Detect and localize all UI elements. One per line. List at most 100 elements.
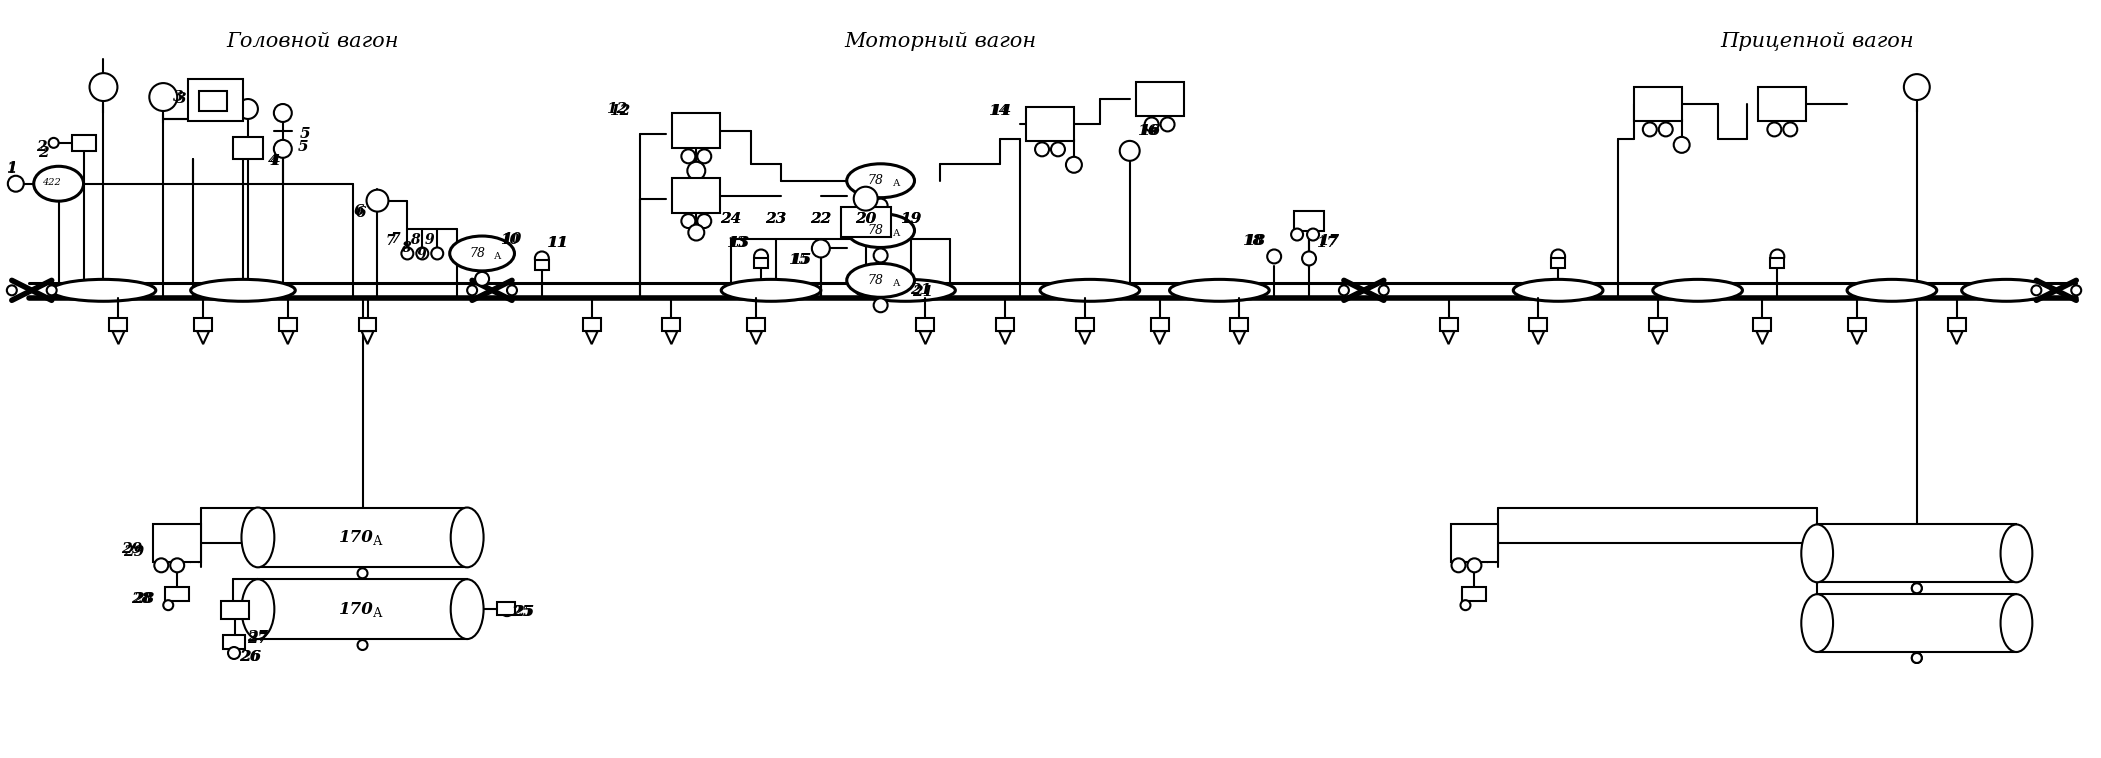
Ellipse shape <box>855 280 956 301</box>
Bar <box>1151 318 1168 331</box>
Circle shape <box>229 647 240 659</box>
Text: 9: 9 <box>424 233 435 246</box>
Circle shape <box>6 285 17 296</box>
Text: 21: 21 <box>910 283 931 297</box>
Circle shape <box>164 600 172 610</box>
Circle shape <box>475 272 490 286</box>
Ellipse shape <box>191 280 296 301</box>
Text: 26: 26 <box>240 650 261 664</box>
Circle shape <box>687 161 706 180</box>
Bar <box>223 635 246 649</box>
Text: 9: 9 <box>416 249 427 262</box>
Ellipse shape <box>1513 280 1603 301</box>
Circle shape <box>698 214 712 228</box>
Circle shape <box>1912 583 1922 594</box>
Circle shape <box>1643 123 1658 136</box>
Polygon shape <box>282 331 294 344</box>
Text: А: А <box>893 179 899 188</box>
Bar <box>1231 318 1248 331</box>
Text: 25: 25 <box>511 605 532 619</box>
Polygon shape <box>1233 331 1246 344</box>
Circle shape <box>1912 583 1922 594</box>
Circle shape <box>416 247 429 259</box>
Text: 3: 3 <box>176 92 187 106</box>
Circle shape <box>366 190 389 211</box>
Bar <box>672 114 721 149</box>
Text: 7: 7 <box>387 233 395 248</box>
Circle shape <box>698 149 712 163</box>
Text: 15: 15 <box>788 253 809 268</box>
Text: 20: 20 <box>855 211 876 226</box>
Text: 14: 14 <box>987 104 1008 118</box>
Text: 6: 6 <box>355 205 366 220</box>
Circle shape <box>1460 600 1471 610</box>
Text: 13: 13 <box>727 236 748 250</box>
Bar <box>748 318 765 331</box>
Text: 5: 5 <box>298 140 309 154</box>
Text: 10: 10 <box>502 231 521 246</box>
Bar <box>996 318 1015 331</box>
Text: 78: 78 <box>868 174 885 187</box>
Bar <box>662 318 681 331</box>
Text: Головной вагон: Головной вагон <box>227 32 399 51</box>
Circle shape <box>431 247 443 259</box>
Polygon shape <box>1000 331 1011 344</box>
Text: 78: 78 <box>469 247 485 260</box>
Text: 11: 11 <box>546 236 569 250</box>
Circle shape <box>754 249 769 264</box>
Bar <box>1076 318 1095 331</box>
Polygon shape <box>1443 331 1454 344</box>
Circle shape <box>1307 229 1319 240</box>
Circle shape <box>1912 653 1922 663</box>
Text: 2: 2 <box>38 146 48 160</box>
Bar <box>1462 587 1485 601</box>
Ellipse shape <box>50 280 155 301</box>
Polygon shape <box>750 331 763 344</box>
Circle shape <box>506 285 517 296</box>
Bar <box>1849 318 1866 331</box>
Ellipse shape <box>847 214 914 247</box>
Circle shape <box>853 186 878 211</box>
Bar <box>1025 107 1074 142</box>
Polygon shape <box>1153 331 1166 344</box>
Ellipse shape <box>452 579 483 639</box>
Circle shape <box>2032 285 2042 296</box>
Circle shape <box>1338 285 1349 296</box>
Circle shape <box>1303 252 1315 265</box>
Bar <box>1530 318 1546 331</box>
Ellipse shape <box>1962 280 2051 301</box>
Polygon shape <box>1080 331 1090 344</box>
Text: 29: 29 <box>120 543 143 556</box>
Circle shape <box>466 285 477 296</box>
Circle shape <box>237 99 258 119</box>
Bar <box>536 261 548 271</box>
Text: 12: 12 <box>605 102 628 116</box>
Circle shape <box>1452 559 1466 572</box>
Circle shape <box>170 559 185 572</box>
Circle shape <box>1771 249 1784 264</box>
Bar <box>1439 318 1458 331</box>
Ellipse shape <box>1847 280 1937 301</box>
Ellipse shape <box>450 236 515 271</box>
Bar <box>258 579 466 639</box>
Polygon shape <box>1950 331 1962 344</box>
Circle shape <box>1784 123 1796 136</box>
Polygon shape <box>920 331 931 344</box>
Polygon shape <box>1651 331 1664 344</box>
Circle shape <box>1120 141 1139 161</box>
Text: 78: 78 <box>868 224 885 237</box>
Text: 27: 27 <box>248 630 269 644</box>
Ellipse shape <box>1170 280 1269 301</box>
Text: 19: 19 <box>899 211 920 226</box>
Bar <box>1551 258 1565 268</box>
Text: 24: 24 <box>721 211 742 226</box>
Circle shape <box>1904 74 1929 100</box>
Circle shape <box>46 285 57 296</box>
Ellipse shape <box>1653 280 1742 301</box>
Ellipse shape <box>34 166 84 201</box>
Text: А: А <box>893 279 899 288</box>
Ellipse shape <box>242 508 275 567</box>
Text: 170: 170 <box>338 529 374 546</box>
Circle shape <box>1466 559 1481 572</box>
Text: 16: 16 <box>1137 124 1158 138</box>
